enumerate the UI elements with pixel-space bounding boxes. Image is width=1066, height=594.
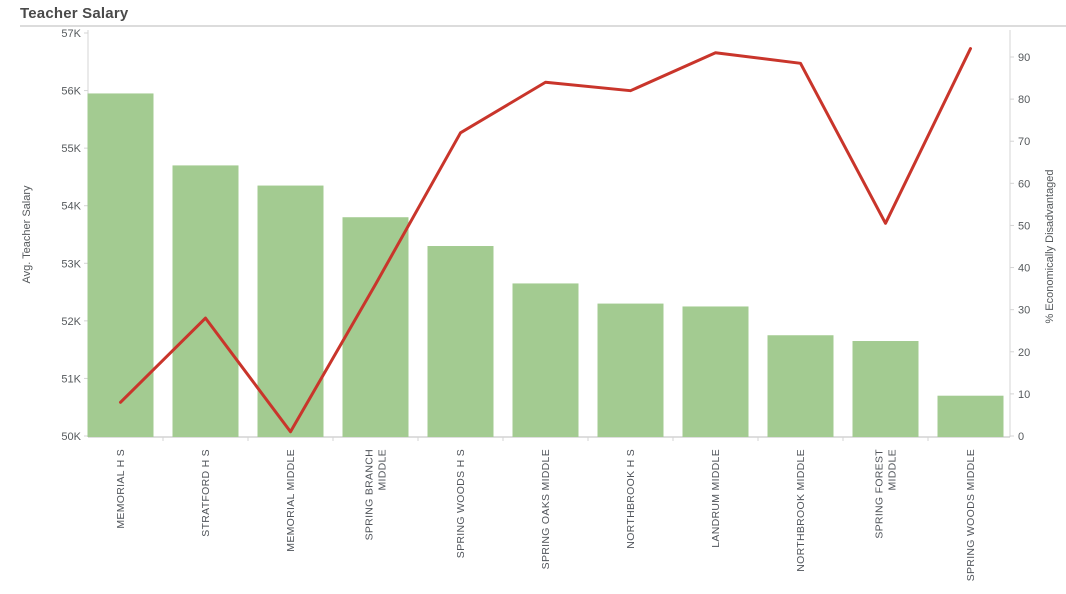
chart-title: Teacher Salary (20, 5, 129, 22)
right-axis-tick-label: 60 (1018, 178, 1030, 190)
x-axis-category-label: MIDDLE (377, 449, 389, 490)
right-axis-tick-label: 30 (1018, 305, 1030, 317)
salary-bar-stratford-h-s[interactable] (172, 165, 239, 437)
left-axis-tick-label: 53K (61, 258, 81, 270)
salary-bar-northbrook-h-s[interactable] (597, 303, 664, 437)
x-axis-category-label: STRATFORD H S (200, 449, 212, 537)
left-axis-tick-label: 56K (61, 86, 81, 98)
left-axis-tick-label: 52K (61, 316, 81, 328)
x-axis-category-label: NORTHBROOK MIDDLE (795, 449, 807, 572)
x-axis-category-label: MEMORIAL MIDDLE (285, 449, 297, 552)
x-axis-category-label: MIDDLE (887, 449, 899, 490)
x-axis-category-label: SPRING FOREST (874, 449, 886, 539)
salary-bar-memorial-h-s[interactable] (87, 93, 154, 437)
right-axis-tick-label: 10 (1018, 389, 1030, 401)
left-axis-tick-label: 57K (61, 28, 81, 40)
left-axis-tick-label: 50K (61, 431, 81, 443)
x-axis-category-label: SPRING WOODS H S (455, 449, 467, 558)
salary-bar-spring-woods-h-s[interactable] (427, 246, 494, 437)
salary-bar-northbrook-middle[interactable] (767, 335, 834, 437)
salary-bar-spring-branch-middle[interactable] (342, 217, 409, 437)
right-axis-tick-label: 0 (1018, 431, 1024, 443)
left-axis-tick-label: 54K (61, 201, 81, 213)
x-axis-category-label: LANDRUM MIDDLE (710, 449, 722, 548)
right-axis-tick-label: 20 (1018, 347, 1030, 359)
x-axis-category-label: SPRING WOODS MIDDLE (965, 449, 977, 581)
salary-bar-spring-woods-middle[interactable] (937, 395, 1004, 437)
econ-disadvantaged-line[interactable] (119, 47, 972, 434)
left-axis-tick-label: 51K (61, 373, 81, 385)
right-axis-tick-label: 50 (1018, 220, 1030, 232)
salary-bar-landrum-middle[interactable] (682, 306, 749, 437)
left-axis-title: Avg. Teacher Salary (21, 185, 33, 284)
left-axis-tick-label: 55K (61, 143, 81, 155)
right-axis-tick-label: 80 (1018, 94, 1030, 106)
x-axis-category-label: MEMORIAL H S (115, 449, 127, 529)
right-axis-tick-label: 40 (1018, 263, 1030, 275)
x-axis-category-label: SPRING BRANCH (364, 449, 376, 540)
x-axis-category-label: SPRING OAKS MIDDLE (540, 449, 552, 569)
right-axis-tick-label: 90 (1018, 52, 1030, 64)
salary-bar-spring-forest-middle[interactable] (852, 341, 919, 437)
right-axis-tick-label: 70 (1018, 136, 1030, 148)
x-axis-category-label: NORTHBROOK H S (625, 449, 637, 549)
right-axis-title: % Economically Disadvantaged (1044, 169, 1056, 323)
salary-bar-spring-oaks-middle[interactable] (512, 283, 579, 437)
title-divider (20, 25, 1066, 27)
